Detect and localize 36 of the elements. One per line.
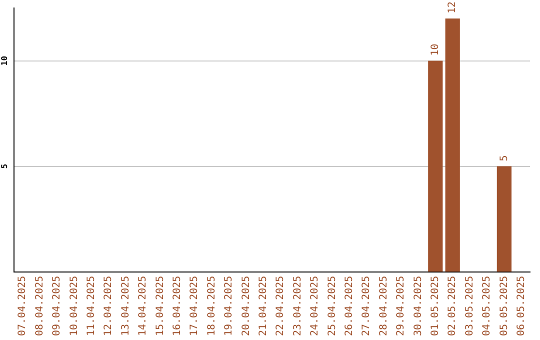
x-tick-label: 12.04.2025 xyxy=(103,276,114,336)
x-tick-label: 09.04.2025 xyxy=(52,276,63,336)
x-tick-label: 14.04.2025 xyxy=(138,276,149,336)
x-tick-label: 27.04.2025 xyxy=(361,276,372,336)
x-tick-label: 25.04.2025 xyxy=(326,276,338,336)
bar xyxy=(496,166,512,272)
x-tick-label: 28.04.2025 xyxy=(378,276,390,336)
x-tick-label: 10.04.2025 xyxy=(68,276,80,336)
bar xyxy=(428,60,443,272)
x-tick-label: 06.05.2025 xyxy=(516,276,527,336)
x-tick-label: 20.04.2025 xyxy=(240,276,252,336)
x-tick-label: 08.04.2025 xyxy=(34,276,46,336)
x-tick-label: 19.04.2025 xyxy=(224,276,235,336)
x-tick-label: 24.04.2025 xyxy=(310,276,321,336)
data-label: 5 xyxy=(498,155,510,162)
x-tick-label: 07.04.2025 xyxy=(17,276,28,336)
x-tick-label: 15.04.2025 xyxy=(154,276,166,336)
bar xyxy=(445,18,460,272)
data-label: 12 xyxy=(447,2,458,14)
x-tick-label: 26.04.2025 xyxy=(344,276,355,336)
x-tick-label: 21.04.2025 xyxy=(258,276,269,336)
x-tick-label: 02.05.2025 xyxy=(447,276,458,336)
x-tick-label: 01.05.2025 xyxy=(430,276,441,336)
x-tick-label: 22.04.2025 xyxy=(275,276,286,336)
x-tick-label: 30.04.2025 xyxy=(412,276,424,336)
x-tick-label: 03.05.2025 xyxy=(464,276,476,336)
data-label: 10 xyxy=(430,44,441,56)
x-tick-label: 13.04.2025 xyxy=(120,276,132,336)
x-tick-label: 16.04.2025 xyxy=(172,276,183,336)
x-tick-label: 04.05.2025 xyxy=(482,276,493,336)
x-tick-label: 29.04.2025 xyxy=(396,276,407,336)
x-tick-label: 17.04.2025 xyxy=(189,276,200,336)
x-tick-label: 05.05.2025 xyxy=(498,276,510,336)
x-tick-label: 23.04.2025 xyxy=(292,276,304,336)
x-tick-label: 18.04.2025 xyxy=(206,276,218,336)
x-tick-label: 11.04.2025 xyxy=(86,276,97,336)
